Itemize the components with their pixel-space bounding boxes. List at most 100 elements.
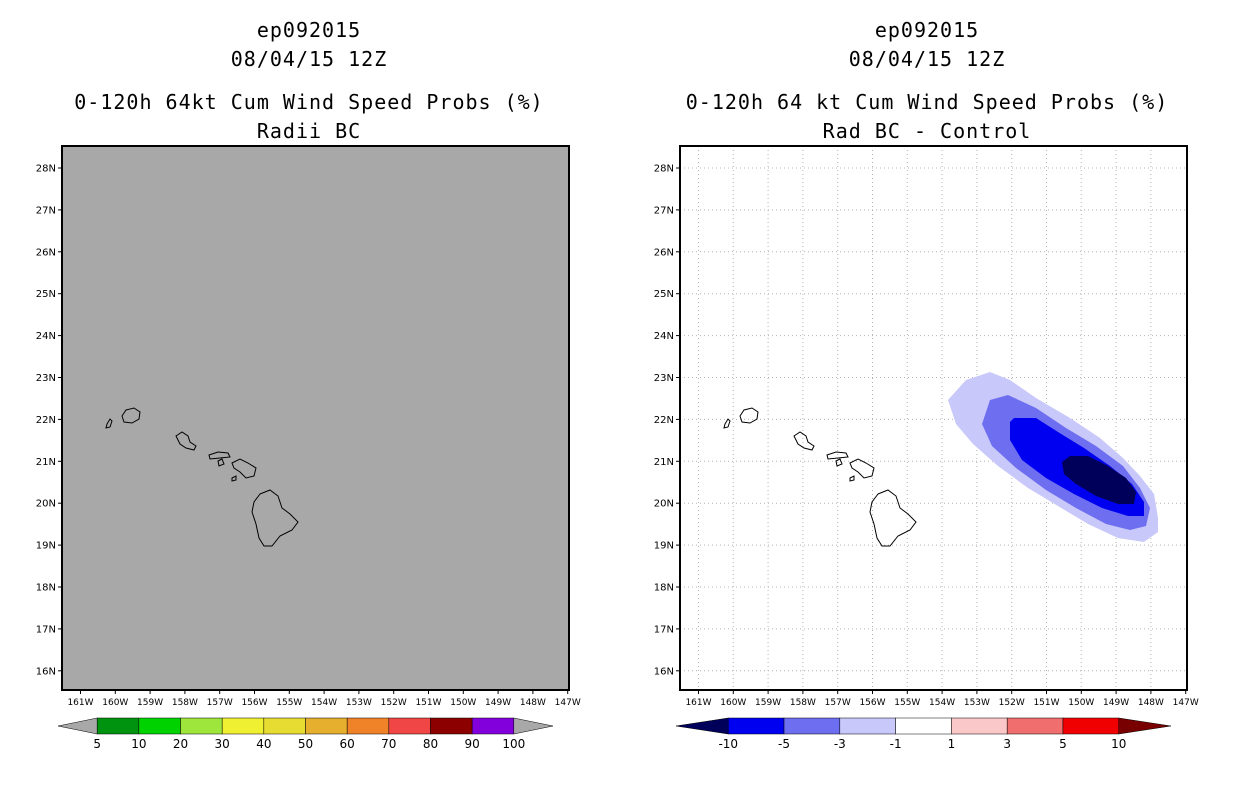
lat-label: 27N [36, 205, 56, 216]
lon-label: 156W [859, 698, 885, 708]
lat-label: 19N [36, 541, 56, 552]
lon-label: 155W [276, 698, 302, 708]
lon-label: 156W [241, 698, 267, 708]
colorbar-swatch [221, 717, 265, 735]
lon-label: 154W [311, 698, 337, 708]
hawaii-coastline [723, 407, 917, 547]
colorbar-swatch [346, 717, 390, 735]
big-island-outline [251, 489, 299, 547]
lon-label: 147W [555, 698, 581, 708]
kahoolawe-outline [849, 475, 855, 482]
lat-label: 21N [36, 457, 56, 468]
oahu-outline [175, 431, 197, 451]
lon-label: 152W [999, 698, 1025, 708]
colorbar-swatch [138, 717, 181, 735]
molokai-outline [826, 451, 849, 460]
lat-label: 18N [654, 583, 674, 594]
colorbar-label: 10 [1111, 737, 1126, 751]
lon-label: 154W [929, 698, 955, 708]
map-figure: 28N27N26N25N24N23N22N21N20N19N18N17N16N … [36, 145, 581, 751]
colorbar-swatch [263, 717, 306, 735]
lat-label: 23N [654, 373, 674, 384]
big-island-outline [869, 489, 917, 547]
plot-subtitle: Rad BC - Control [822, 119, 1032, 143]
lat-label: 28N [654, 164, 674, 175]
colorbar-label: 10 [131, 737, 146, 751]
lon-label: 155W [894, 698, 920, 708]
lon-label: 160W [720, 698, 746, 708]
lon-label: 150W [1068, 698, 1094, 708]
lon-label: 147W [1173, 698, 1199, 708]
lat-label: 26N [654, 247, 674, 258]
map-gridlines [680, 146, 1187, 690]
colorbar-label: 40 [256, 737, 271, 751]
colorbar-low-arrow [57, 717, 98, 735]
lat-label: 20N [36, 499, 56, 510]
colorbar-swatch [180, 717, 223, 735]
forecast-datetime: 08/04/15 12Z [848, 47, 1006, 71]
lon-label: 152W [381, 698, 407, 708]
longitude-axis: 161W 160W 159W 158W 157W 156W 155W 154W 153W 152W… [67, 690, 581, 708]
lon-label: 160W [102, 698, 128, 708]
lon-label: 151W [1033, 698, 1059, 708]
colorbar-label: -3 [834, 737, 846, 751]
lon-label: 157W [825, 698, 851, 708]
colorbar-swatch [96, 717, 140, 735]
kauai-outline [121, 407, 141, 424]
contour-minus-10 [1062, 456, 1136, 504]
hawaii-coastline [105, 407, 299, 547]
molokai-outline [208, 451, 231, 460]
lat-label: 17N [654, 624, 674, 635]
colorbar-label: 70 [381, 737, 396, 751]
colorbar: -10 -5 -3 -1 1 3 5 10 [675, 717, 1172, 751]
probability-difference-contours [948, 372, 1158, 542]
colorbar-label: 100 [502, 737, 525, 751]
colorbar-swatch [1062, 717, 1120, 735]
plot-title: 0-120h 64kt Cum Wind Speed Probs (%) [74, 90, 544, 114]
colorbar-high-arrow [1118, 717, 1172, 735]
colorbar-swatch [951, 717, 1008, 735]
lon-label: 161W [67, 698, 93, 708]
oahu-outline [793, 431, 815, 451]
longitude-axis: 161W 160W 159W 158W 157W 156W 155W 154W 153W 152W… [685, 690, 1199, 708]
lon-label: 157W [207, 698, 233, 708]
lat-label: 26N [36, 247, 56, 258]
colorbar-label: -1 [890, 737, 902, 751]
forecast-datetime: 08/04/15 12Z [230, 47, 388, 71]
lat-label: 22N [654, 415, 674, 426]
colorbar-label: 20 [173, 737, 188, 751]
colorbar-label: 1 [948, 737, 956, 751]
lanai-outline [835, 458, 843, 467]
storm-id: ep092015 [874, 18, 980, 42]
lat-label: 21N [654, 457, 674, 468]
kahoolawe-outline [231, 475, 237, 482]
maui-outline [849, 458, 875, 479]
lon-label: 158W [172, 698, 198, 708]
colorbar-label: -5 [778, 737, 790, 751]
kauai-outline [739, 407, 759, 424]
colorbar-swatch [430, 717, 473, 735]
niihau-outline [105, 418, 113, 429]
lon-label: 161W [685, 698, 711, 708]
lat-label: 20N [654, 499, 674, 510]
colorbar-label: 50 [298, 737, 313, 751]
lon-label: 151W [415, 698, 441, 708]
latitude-axis: 28N 27N 26N 25N 24N 23N 22N 21N 20N 19N 18N 17N 16N [36, 164, 62, 677]
map-figure: 28N27N26N25N24N23N22N21N20N19N18N17N16N … [654, 145, 1199, 751]
plot-subtitle: Radii BC [256, 119, 362, 143]
niihau-outline [723, 418, 731, 429]
plot-title: 0-120h 64 kt Cum Wind Speed Probs (%) [685, 90, 1169, 114]
colorbar-swatch [305, 717, 348, 735]
map-frame [61, 145, 570, 691]
map-background [680, 146, 1187, 690]
lat-label: 27N [654, 205, 674, 216]
lat-label: 25N [654, 289, 674, 300]
colorbar-label: 5 [1059, 737, 1067, 751]
lon-label: 158W [790, 698, 816, 708]
lat-label: 23N [36, 373, 56, 384]
lat-label: 16N [654, 666, 674, 677]
lat-label: 19N [654, 541, 674, 552]
lon-label: 159W [137, 698, 163, 708]
colorbar-swatch [728, 717, 785, 735]
colorbar-swatch [895, 717, 952, 735]
